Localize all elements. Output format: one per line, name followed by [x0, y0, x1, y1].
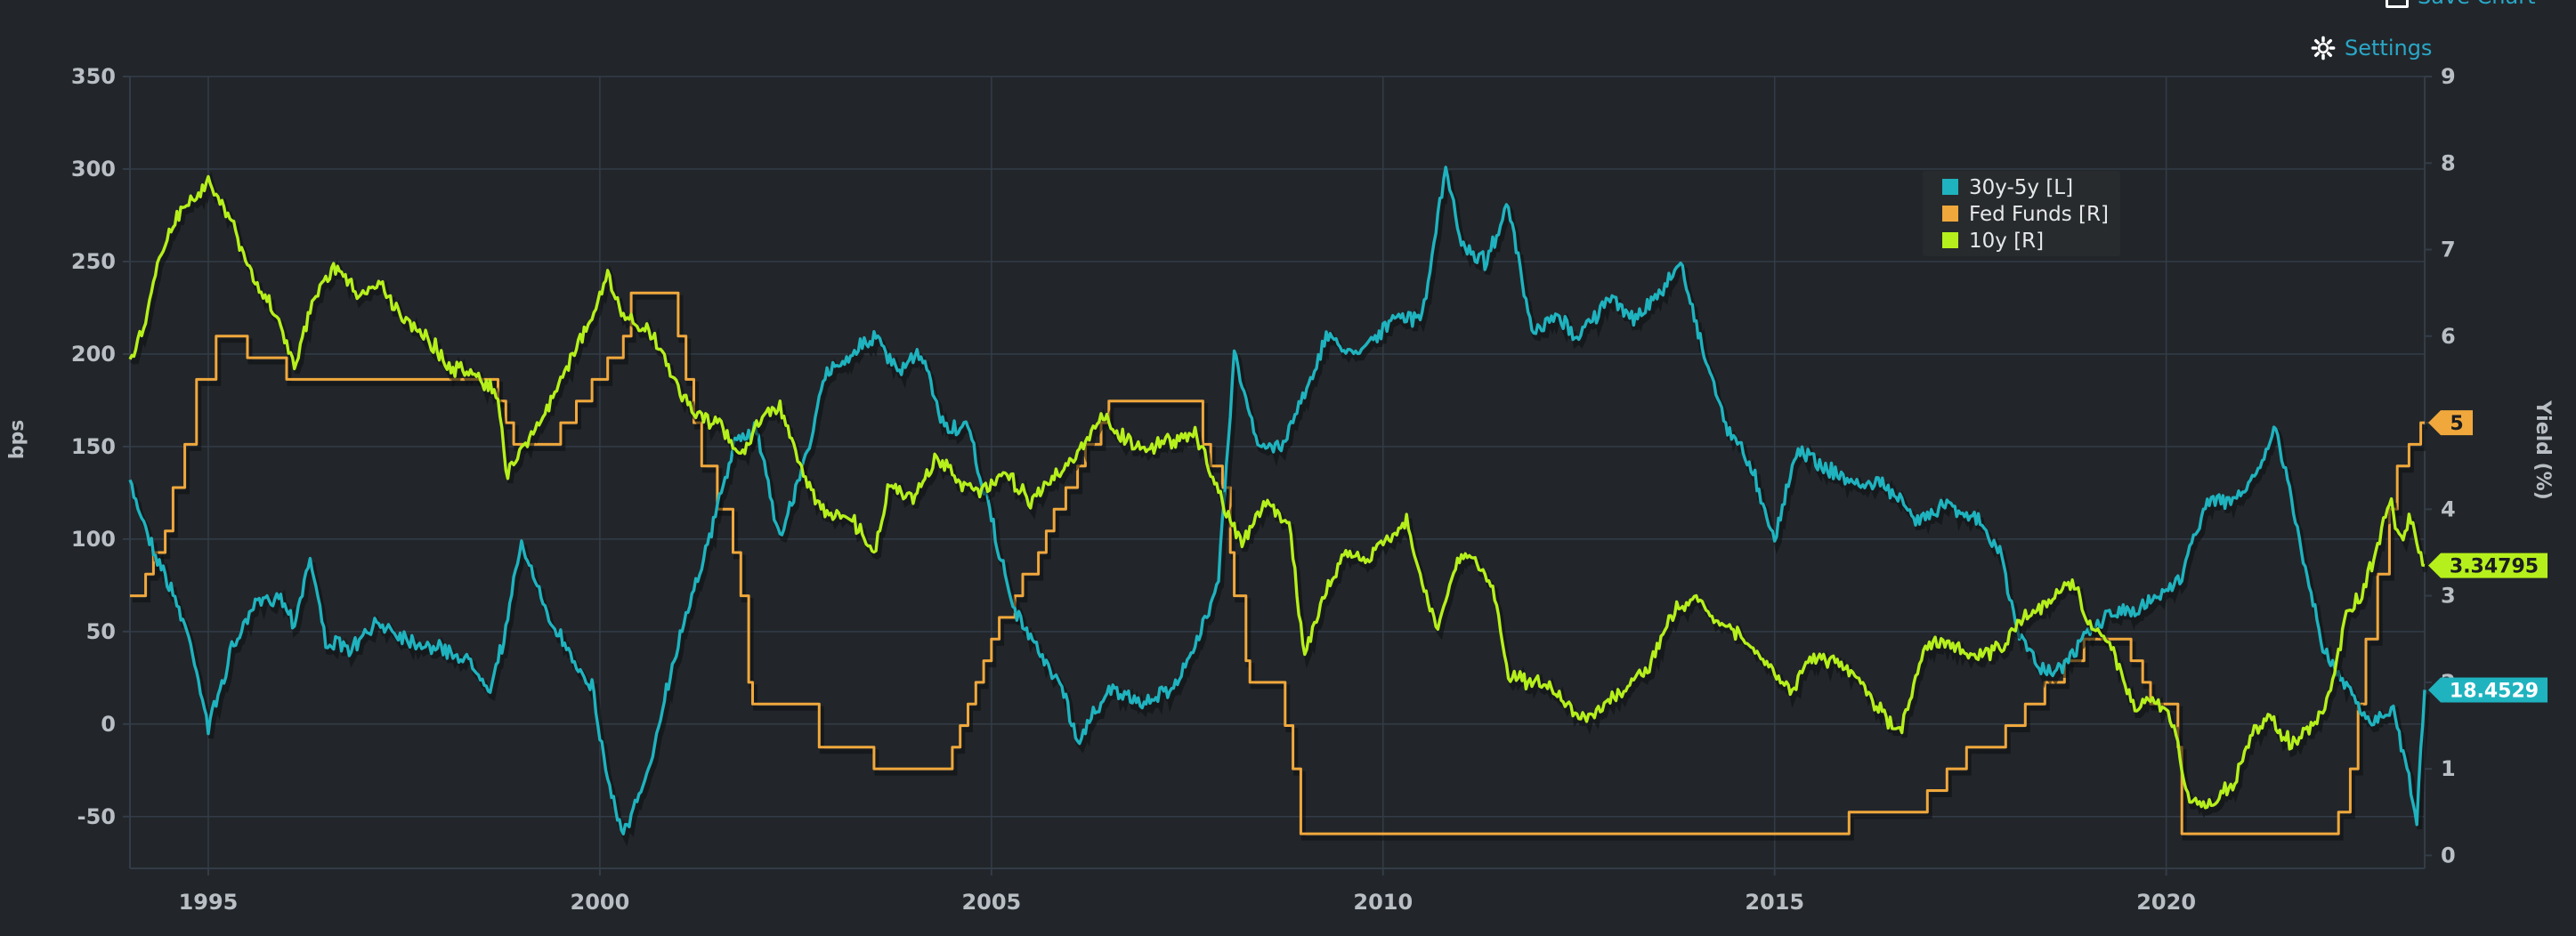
- x-tick-label: 2020: [2136, 890, 2196, 915]
- left-tick-label: 200: [71, 342, 116, 367]
- left-tick-label: 150: [71, 434, 116, 459]
- x-tick-label: 2000: [571, 890, 630, 915]
- series-shadow-1: [133, 295, 2427, 841]
- legend-background: [1923, 171, 2120, 256]
- left-tick-label: 350: [71, 64, 116, 89]
- left-axis: -50 0 50 100 150 200 250 300 350: [71, 64, 130, 829]
- legend: 30y-5y [L] Fed Funds [R] 10y [R]: [1923, 171, 2120, 256]
- grid: [129, 76, 2426, 869]
- right-axis: 0123456789: [2425, 64, 2456, 867]
- series-line-0: [128, 165, 2426, 835]
- save-chart-icon: [2386, 0, 2409, 8]
- save-chart-label: Save Chart: [2418, 0, 2536, 9]
- left-tick-label: -50: [77, 804, 116, 829]
- last-value-text-2: 3.34795: [2450, 556, 2539, 578]
- x-tick-label: 2010: [1353, 890, 1413, 915]
- legend-label-1: Fed Funds [R]: [1969, 203, 2109, 226]
- x-tick-label: 2005: [961, 890, 1021, 915]
- right-tick-label: 9: [2441, 64, 2456, 89]
- right-tick-label: 6: [2441, 324, 2456, 349]
- last-value-flags: 18.4529 5 3.34795: [2428, 410, 2548, 703]
- left-tick-label: 50: [86, 619, 116, 644]
- right-tick-label: 3: [2441, 584, 2456, 609]
- save-chart-link[interactable]: Save Chart: [2386, 0, 2536, 9]
- last-value-flag-1: [2428, 410, 2473, 436]
- series-line-1: [130, 291, 2425, 835]
- x-tick-label: 2015: [1745, 890, 1804, 915]
- right-tick-label: 8: [2441, 150, 2456, 175]
- legend-label-0: 30y-5y [L]: [1969, 176, 2073, 199]
- x-axis: 1995 2000 2005 2010 2015 2020: [179, 868, 2196, 915]
- legend-label-2: 10y [R]: [1969, 230, 2044, 253]
- right-axis-title: Yield (%): [2531, 399, 2554, 500]
- last-value-flag-0: [2428, 677, 2548, 703]
- right-tick-label: 1: [2441, 756, 2456, 781]
- left-tick-label: 250: [71, 249, 116, 274]
- left-tick-label: 0: [101, 712, 116, 737]
- gear-icon: [2311, 36, 2336, 61]
- legend-swatch-1: [1942, 206, 1958, 222]
- series-layer: [128, 165, 2430, 847]
- last-value-text-1: 5: [2450, 413, 2463, 435]
- last-value-text-0: 18.4529: [2450, 680, 2539, 702]
- series-line-2: [128, 174, 2426, 810]
- settings-label: Settings: [2345, 36, 2433, 61]
- series-shadow-0: [130, 171, 2430, 847]
- settings-button[interactable]: Settings: [2311, 36, 2432, 61]
- left-tick-label: 100: [71, 527, 116, 552]
- right-tick-label: 7: [2441, 238, 2456, 262]
- left-axis-title: bps: [6, 420, 28, 460]
- right-tick-label: 0: [2441, 843, 2456, 867]
- left-tick-label: 300: [71, 157, 116, 182]
- series-shadow-2: [130, 172, 2428, 819]
- legend-swatch-2: [1942, 232, 1958, 248]
- last-value-flag-2: [2428, 553, 2548, 578]
- right-tick-label: 4: [2441, 496, 2456, 521]
- legend-swatch-0: [1942, 179, 1958, 195]
- x-tick-label: 1995: [179, 890, 239, 915]
